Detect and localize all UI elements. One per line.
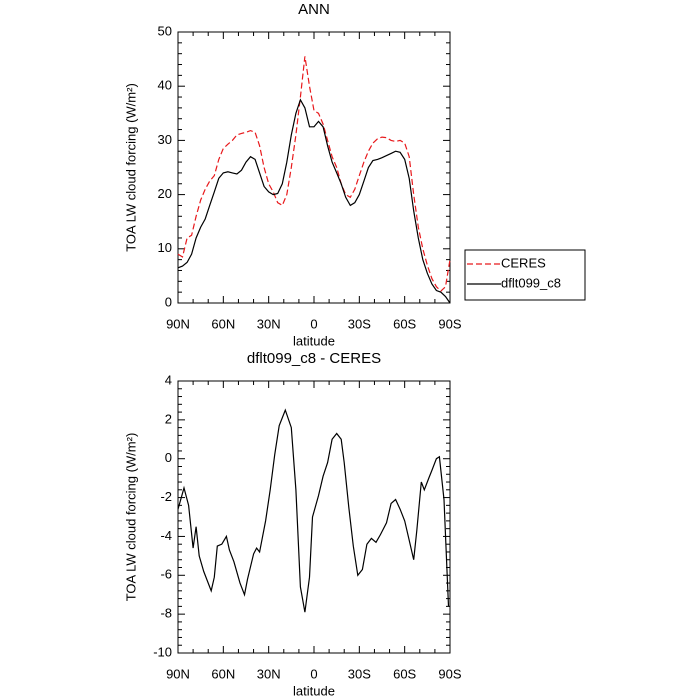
y-tick-label: 10: [158, 240, 172, 255]
y-tick-label: 4: [165, 372, 172, 387]
y-tick-label: -10: [153, 644, 172, 659]
x-tick-label: 60N: [211, 666, 235, 681]
x-tick-label: 30N: [257, 316, 281, 331]
y-tick-label: 20: [158, 186, 172, 201]
y-tick-label: -2: [160, 489, 172, 504]
x-tick-label: 60S: [393, 666, 416, 681]
plot-frame: [177, 380, 451, 654]
x-tick-label: 30S: [348, 316, 371, 331]
y-tick-label: 30: [158, 132, 172, 147]
x-axis-label: latitude: [293, 683, 335, 698]
x-tick-label: 30S: [348, 666, 371, 681]
line-series: [177, 408, 450, 613]
x-tick-label: 60S: [393, 316, 416, 331]
y-tick-label: 0: [165, 450, 172, 465]
line-series: [177, 56, 451, 292]
x-tick-label: 0: [310, 316, 317, 331]
y-axis-label: TOA LW cloud forcing (W/m²): [123, 83, 138, 252]
legend-label: dflt099_c8: [501, 275, 561, 290]
x-tick-label: 60N: [211, 316, 235, 331]
x-tick-label: 90N: [166, 316, 190, 331]
legend-box: [464, 249, 586, 301]
line-series: [177, 98, 451, 304]
x-axis-label: latitude: [293, 333, 335, 348]
x-tick-label: 0: [310, 666, 317, 681]
y-axis-label: TOA LW cloud forcing (W/m²): [123, 433, 138, 602]
chart-title: ANN: [298, 1, 330, 18]
x-tick-label: 90N: [166, 666, 190, 681]
y-tick-label: 40: [158, 78, 172, 93]
legend-label: CERES: [501, 255, 546, 270]
y-tick-label: -6: [160, 567, 172, 582]
y-tick-label: 0: [165, 294, 172, 309]
y-tick-label: 50: [158, 23, 172, 38]
x-tick-label: 30N: [257, 666, 281, 681]
x-tick-label: 90S: [438, 666, 461, 681]
plot-frame: [177, 31, 451, 304]
y-tick-label: -4: [160, 528, 172, 543]
chart-title: dflt099_c8 - CERES: [247, 350, 381, 367]
y-tick-label: 2: [165, 411, 172, 426]
x-tick-label: 90S: [438, 316, 461, 331]
y-tick-label: -8: [160, 606, 172, 621]
